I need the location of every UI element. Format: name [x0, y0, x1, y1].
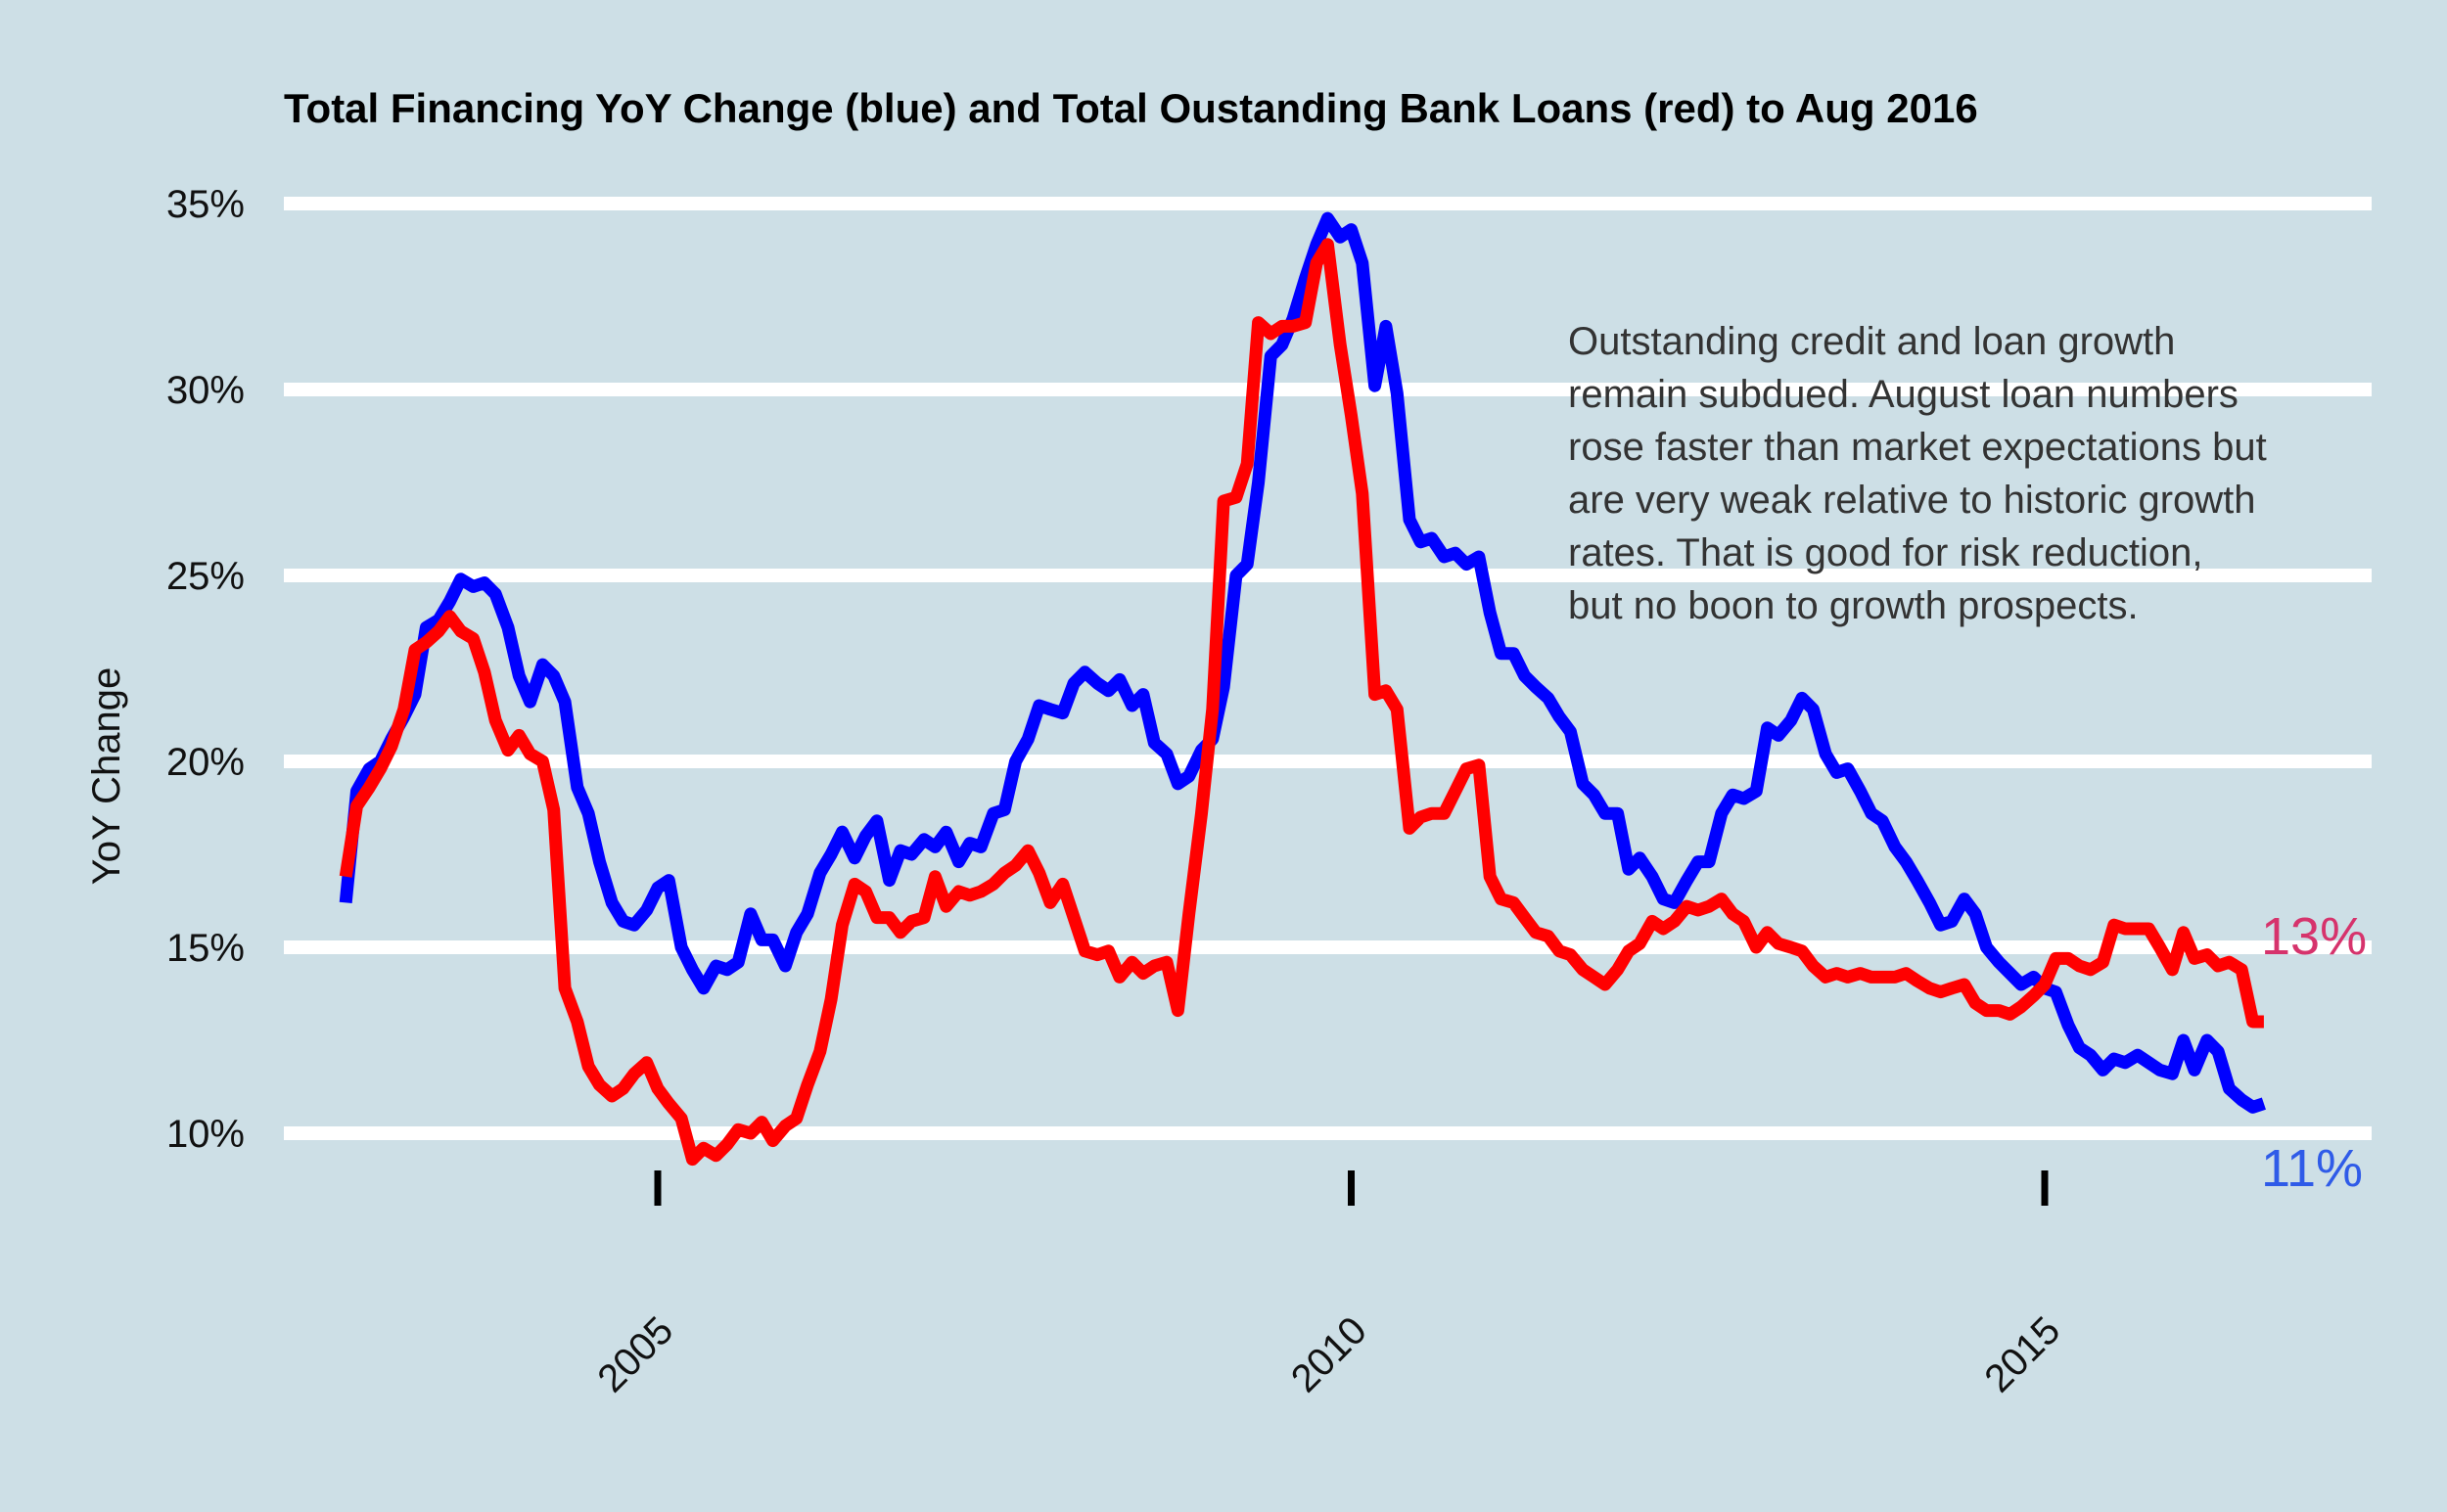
end-label-red: 13%: [2261, 907, 2367, 966]
y-tick-label: 15%: [166, 927, 245, 970]
annotation-line: remain subdued. August loan numbers: [1568, 373, 2239, 416]
annotation-line: are very weak relative to historic growt…: [1568, 479, 2256, 522]
y-tick-label: 30%: [166, 369, 245, 412]
gridlines: [284, 197, 2372, 1140]
series-lines: [339, 211, 2266, 1167]
chart-title: Total Financing YoY Change (blue) and To…: [284, 85, 1978, 131]
y-tick-label: 25%: [166, 555, 245, 598]
annotation-line: rose faster than market expectations but: [1568, 426, 2267, 469]
y-tick-label: 35%: [166, 183, 245, 226]
annotation-line: but no boon to growth prospects.: [1568, 584, 2139, 627]
annotation-line: Outstanding credit and loan growth: [1568, 320, 2175, 363]
annotation-line: rates. That is good for risk reduction,: [1568, 531, 2202, 574]
y-tick-label: 10%: [166, 1113, 245, 1156]
end-labels: 13% 11%: [2261, 907, 2367, 1198]
series-line-blue: [339, 211, 2266, 1114]
y-tick-label: 20%: [166, 741, 245, 784]
annotation-text: Outstanding credit and loan growth remain…: [1568, 320, 2267, 627]
y-axis-label: YoY Change: [85, 667, 128, 885]
end-label-blue: 11%: [2261, 1139, 2363, 1198]
series-line-red: [339, 238, 2264, 1167]
y-axis-ticks: 10% 15% 20% 25% 30% 35%: [166, 183, 245, 1156]
